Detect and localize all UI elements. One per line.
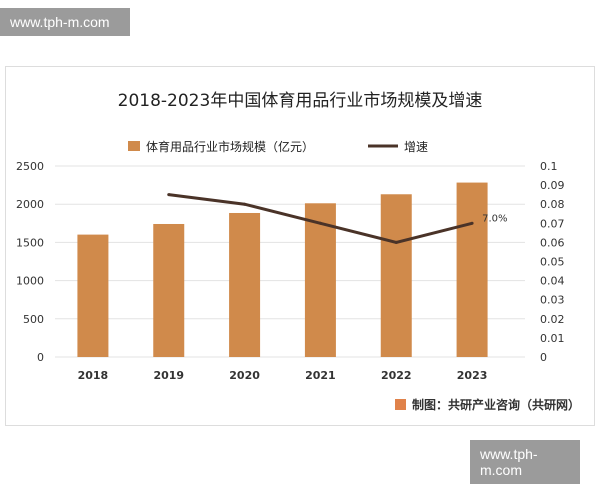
x-tick: 2020: [229, 369, 260, 382]
y-right-tick: 0.1: [540, 160, 558, 173]
legend-swatch-bar: [128, 141, 140, 151]
growth-point-2023: [470, 221, 474, 225]
logo-icon: [395, 399, 406, 410]
watermark-top: www.tph-m.com: [0, 8, 130, 36]
bar-2021: [304, 203, 336, 357]
y-right-tick: 0.02: [540, 313, 565, 326]
y-left-tick: 500: [23, 313, 44, 326]
bar-2018: [77, 234, 109, 357]
chart-title: 2018-2023年中国体育用品行业市场规模及增速: [118, 91, 483, 111]
source-label: 制图：共研产业咨询（共研网）: [395, 396, 580, 413]
y-right-tick: 0.07: [540, 217, 565, 230]
bar-2020: [229, 212, 261, 357]
y-right-tick: 0.08: [540, 198, 565, 211]
y-right-tick: 0.04: [540, 275, 565, 288]
y-left-tick: 1000: [16, 275, 44, 288]
watermark-bottom: www.tph-m.com: [470, 440, 580, 484]
y-left-tick: 1500: [16, 236, 44, 249]
growth-point-2022: [394, 240, 398, 244]
growth-point-2020: [243, 202, 247, 206]
bar-2019: [153, 223, 185, 357]
y-left-tick: 0: [37, 351, 44, 364]
y-right-tick: 0: [540, 351, 547, 364]
data-label: 7.0%: [482, 213, 507, 224]
x-tick: 2018: [78, 369, 109, 382]
y-right-tick: 0.01: [540, 332, 565, 345]
legend-label-bar: 体育用品行业市场规模（亿元）: [146, 139, 314, 154]
growth-point-2019: [167, 193, 171, 197]
bar-2023: [456, 182, 488, 357]
growth-point-2021: [318, 221, 322, 225]
x-tick: 2023: [457, 369, 488, 382]
y-right-tick: 0.09: [540, 179, 565, 192]
y-right-tick: 0.06: [540, 236, 565, 249]
y-left-tick: 2000: [16, 198, 44, 211]
bar-2022: [380, 194, 412, 357]
y-right-tick: 0.03: [540, 294, 565, 307]
legend-label-line: 增速: [404, 140, 428, 154]
x-tick: 2022: [381, 369, 412, 382]
y-right-tick: 0.05: [540, 256, 565, 269]
source-text: 制图：共研产业咨询（共研网）: [412, 398, 581, 412]
x-tick: 2021: [305, 369, 336, 382]
x-tick: 2019: [153, 369, 184, 382]
y-left-tick: 2500: [16, 160, 44, 173]
